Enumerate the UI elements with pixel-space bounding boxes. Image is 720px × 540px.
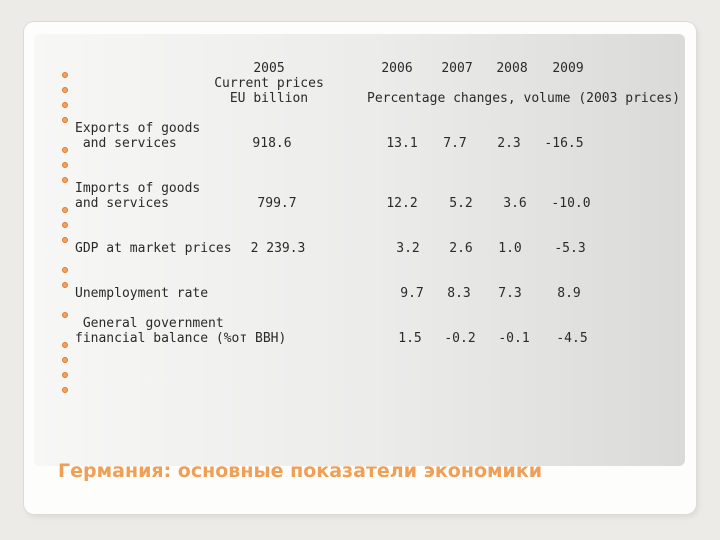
bullet-icon [62,342,68,348]
bullet-icon [62,282,68,288]
row-label-unemployment: Unemployment rate [75,286,209,301]
bullet-icon [62,87,68,93]
slide-frame: 2005 Current prices EU billion 2006 2007… [24,22,696,514]
header-2005-eu-billion: EU billion [229,91,309,106]
row-exports-2006: 13.1 [386,136,418,151]
row-unemployment-2008: 7.3 [498,286,522,301]
header-year-2009: 2009 [552,61,584,76]
bullet-icon [62,312,68,318]
row-govt-2007: -0.2 [444,331,476,346]
row-imports-2006: 12.2 [386,196,418,211]
bullet-icon [62,177,68,183]
row-imports-2008: 3.6 [503,196,527,211]
row-govt-2008: -0.1 [498,331,530,346]
row-label-exports-line2: and services [75,136,177,151]
row-imports-2009: -10.0 [551,196,591,211]
row-exports-2008: 2.3 [497,136,521,151]
header-2005-current-prices: Current prices [214,76,324,91]
row-label-imports-line2: and services [75,196,169,211]
bullet-icon [62,387,68,393]
row-imports-2007: 5.2 [449,196,473,211]
row-gdp-2007: 2.6 [449,241,473,256]
bullet-icon [62,267,68,273]
row-gdp-2005-value: 2 239.3 [250,241,306,256]
bullet-icon [62,207,68,213]
header-year-2007: 2007 [441,61,473,76]
bullet-icon [62,222,68,228]
header-2005-year: 2005 [253,61,285,76]
bullet-icon [62,147,68,153]
bullet-icon [62,357,68,363]
row-exports-2007: 7.7 [443,136,467,151]
row-label-govt-line1: General government [75,316,224,331]
bullet-icon [62,237,68,243]
row-exports-2009: -16.5 [544,136,584,151]
bullet-icon [62,117,68,123]
row-unemployment-2007: 8.3 [447,286,471,301]
row-label-exports-line1: Exports of goods [75,121,201,136]
row-unemployment-2006: 9.7 [400,286,424,301]
bullet-icon [62,102,68,108]
row-gdp-2009: -5.3 [554,241,586,256]
row-label-govt-line2: financial balance (%от ВВН) [75,331,287,346]
content-panel: 2005 Current prices EU billion 2006 2007… [34,34,685,482]
header-year-2006: 2006 [381,61,413,76]
bullet-icon [62,162,68,168]
header-year-2008: 2008 [496,61,528,76]
row-imports-2005-value: 799.7 [257,196,297,211]
row-unemployment-2009: 8.9 [557,286,581,301]
bullet-icon [62,372,68,378]
bullet-icon [62,72,68,78]
slide-title: Германия: основные показатели экономики [58,460,543,482]
row-govt-2006: 1.5 [398,331,422,346]
row-govt-2009: -4.5 [556,331,588,346]
row-label-gdp: GDP at market prices [75,241,232,256]
row-gdp-2006: 3.2 [396,241,420,256]
row-exports-2005-value: 918.6 [252,136,292,151]
header-percentage-note: Percentage changes, volume (2003 prices) [367,91,681,106]
row-gdp-2008: 1.0 [498,241,522,256]
row-label-imports-line1: Imports of goods [75,181,201,196]
